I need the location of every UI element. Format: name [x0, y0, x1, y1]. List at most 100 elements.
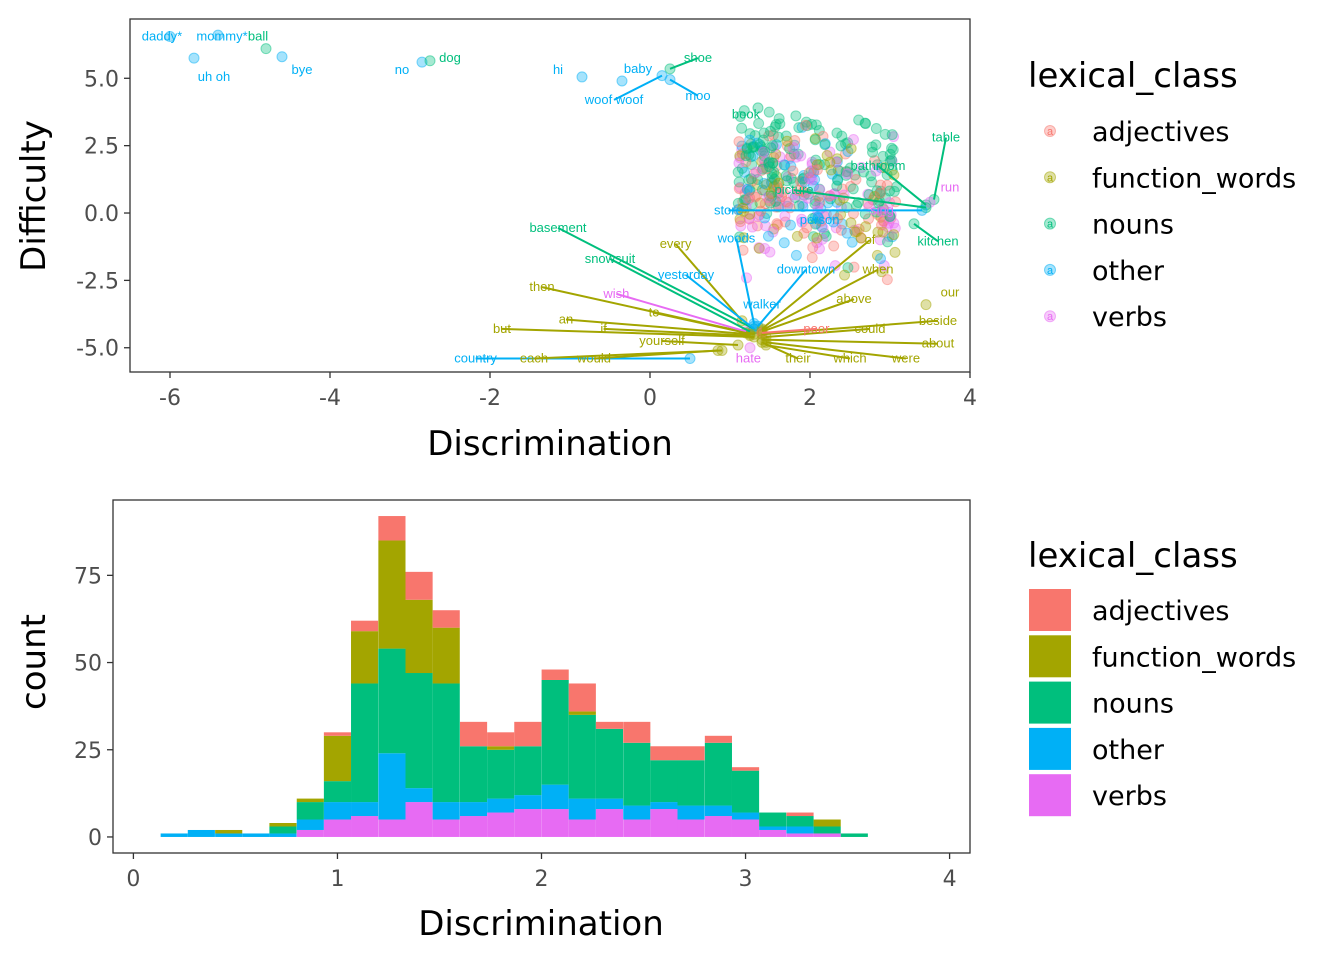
data-point: [744, 128, 756, 140]
histogram-x-axis: 0 1 2 3 4: [126, 853, 957, 892]
labeled-point: [920, 299, 932, 311]
data-point: [766, 168, 778, 180]
data-point: [883, 231, 895, 243]
histogram-bar-nouns: [351, 683, 379, 803]
histogram-bar-other: [405, 788, 433, 803]
histogram-bar-other: [351, 802, 379, 817]
data-point: [772, 219, 784, 231]
histogram-bar-verbs: [704, 816, 732, 837]
legend-label-function_words: function_words: [1092, 163, 1296, 194]
data-point: [817, 222, 829, 234]
data-point: [784, 202, 796, 214]
data-point: [813, 158, 825, 170]
word-label: downtown: [777, 262, 836, 277]
data-point: [758, 153, 770, 165]
word-label: but: [493, 321, 511, 336]
histogram-bar-verbs: [378, 819, 406, 837]
data-point: [746, 221, 758, 233]
data-point: [798, 172, 810, 184]
data-point: [819, 138, 831, 150]
x-tick-label: 1: [330, 867, 344, 892]
data-point: [768, 141, 780, 153]
histogram-bar-nouns: [677, 760, 705, 806]
data-point: [764, 161, 776, 173]
data-point: [842, 262, 854, 274]
data-point: [816, 221, 828, 233]
labeled-point: [276, 51, 288, 63]
histogram-bar-verbs: [541, 809, 569, 837]
histogram-bar-other: [378, 753, 406, 820]
leader-line: [735, 238, 755, 324]
word-label: kitchen: [917, 233, 958, 248]
data-point: [743, 174, 755, 186]
data-point: [776, 191, 788, 203]
data-point: [849, 226, 861, 238]
data-point: [796, 216, 808, 228]
histogram-bar-other: [242, 833, 270, 837]
data-point: [809, 133, 821, 145]
data-point: [875, 253, 887, 265]
legend-key-adjectives: [1044, 125, 1056, 137]
data-point: [881, 179, 893, 191]
legend-key-verbs: [1029, 774, 1071, 817]
histogram-bar-verbs: [296, 829, 324, 837]
data-point: [745, 138, 757, 150]
data-point: [740, 150, 752, 162]
data-point: [757, 163, 769, 175]
legend-key-other: [1029, 727, 1071, 770]
data-point: [883, 217, 895, 229]
data-point: [870, 165, 882, 177]
data-point: [867, 146, 879, 158]
data-point: [806, 159, 818, 171]
histogram-bar-other: [650, 802, 678, 810]
data-point: [771, 218, 783, 230]
histogram-bar-function_words: [296, 798, 324, 803]
data-point: [877, 150, 889, 162]
leader-line: [793, 189, 927, 209]
data-point: [866, 176, 878, 188]
data-point: [855, 162, 867, 174]
leader-line: [669, 57, 699, 70]
data-point: [734, 152, 746, 164]
data-point: [772, 182, 784, 194]
word-labels: daddy* mommy* ball uh oh bye no dog hi baby shoe w…: [142, 29, 960, 366]
legend-label-other: other: [1092, 256, 1165, 287]
data-point: [820, 230, 832, 242]
data-point: [762, 230, 774, 242]
data-point: [849, 169, 861, 181]
data-point: [764, 197, 776, 209]
histogram-bar-nouns: [378, 648, 406, 754]
word-label: ball: [248, 29, 268, 44]
data-point: [817, 130, 829, 142]
data-point: [768, 166, 780, 178]
word-label: store: [714, 202, 743, 217]
scatter-x-axis: -6 -4 -2 0 2 4: [159, 372, 977, 411]
data-point: [743, 212, 755, 224]
histogram-bar-adjectives: [677, 746, 705, 761]
data-point: [782, 171, 794, 183]
data-point: [750, 166, 762, 178]
data-point: [846, 236, 858, 248]
data-point: [740, 156, 752, 168]
data-point: [740, 194, 752, 206]
y-tick-label: 0: [88, 826, 102, 851]
data-point: [838, 189, 850, 201]
legend-key-glyph: a: [1047, 172, 1054, 184]
data-point: [763, 195, 775, 207]
word-label: hate: [736, 351, 761, 366]
data-point: [790, 110, 802, 122]
data-point: [842, 145, 854, 157]
histogram-bar-other: [759, 826, 787, 830]
data-point: [787, 165, 799, 177]
data-point: [800, 119, 812, 131]
data-point: [767, 157, 779, 169]
data-point: [848, 224, 860, 236]
histogram-bar-verbs: [323, 819, 352, 837]
data-point: [734, 111, 746, 123]
histogram-bar-verbs: [786, 833, 814, 837]
histogram-bar-adjectives: [623, 721, 651, 743]
data-point: [796, 121, 808, 133]
data-point: [804, 173, 816, 185]
data-point: [754, 139, 766, 151]
data-point: [795, 150, 807, 162]
